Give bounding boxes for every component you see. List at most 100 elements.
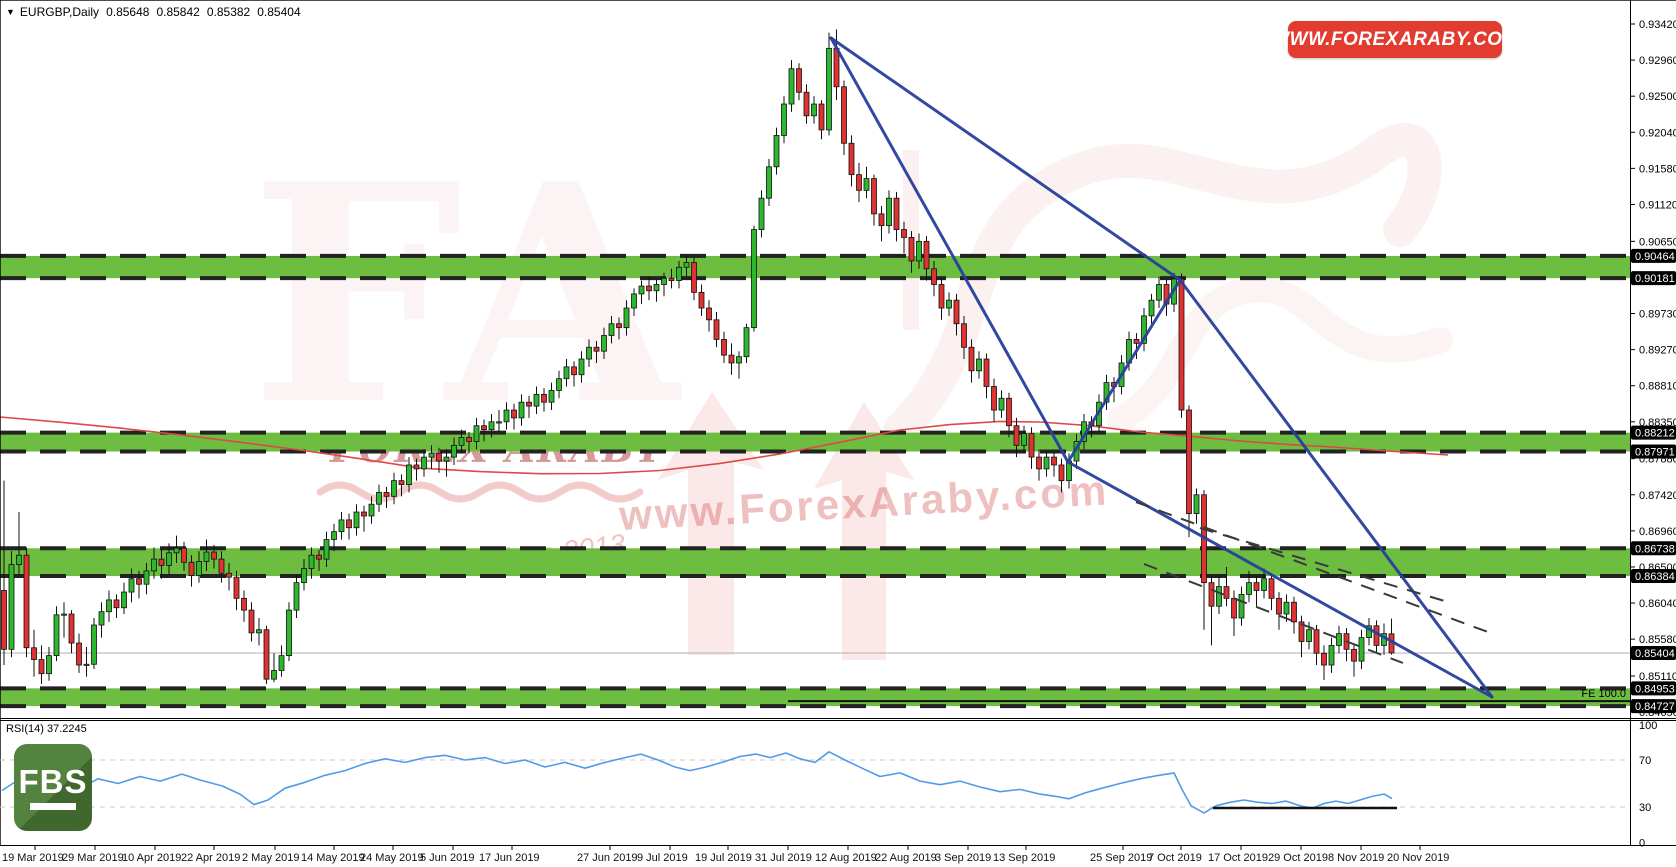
candlestick xyxy=(1298,621,1305,642)
candlestick xyxy=(623,307,630,329)
price-tag xyxy=(1631,444,1676,459)
rsi-axis-label: 0 xyxy=(1639,837,1645,849)
candlestick xyxy=(376,492,382,505)
candlestick xyxy=(1313,629,1320,654)
price-tag xyxy=(1631,271,1676,286)
supply-demand-zone[interactable] xyxy=(0,548,1630,577)
candlestick xyxy=(713,319,720,340)
price-axis-label: 0.92040 xyxy=(1639,127,1676,139)
candlestick xyxy=(1336,633,1342,646)
candlestick xyxy=(691,262,697,293)
candlestick xyxy=(578,358,585,376)
price-axis-label: 0.91120 xyxy=(1639,199,1676,211)
candlestick xyxy=(278,655,285,671)
candlestick xyxy=(1156,284,1162,301)
fe-label: FE 100.0 xyxy=(1581,688,1626,700)
candlestick xyxy=(616,323,622,329)
trend-line[interactable] xyxy=(1066,460,1494,699)
price-tag xyxy=(1631,645,1676,660)
candlestick xyxy=(203,551,210,562)
candlestick xyxy=(781,103,787,136)
candlestick xyxy=(1208,582,1215,607)
price-axis-label: 0.87420 xyxy=(1639,490,1676,502)
price-axis-label: 0.92960 xyxy=(1639,55,1676,67)
candlestick xyxy=(226,572,232,578)
candlestick xyxy=(998,397,1005,411)
fbs-logo: FBS xyxy=(14,744,92,831)
price-tag-label: 0.87971 xyxy=(1635,447,1675,459)
candlestick xyxy=(23,554,30,649)
candlestick xyxy=(511,409,517,419)
candlestick xyxy=(293,582,300,611)
candlestick xyxy=(331,531,337,540)
candlestick xyxy=(1246,582,1252,595)
candlestick xyxy=(653,284,660,292)
candlestick xyxy=(353,511,360,529)
candlestick xyxy=(83,663,90,666)
trend-line[interactable] xyxy=(829,36,1070,464)
candlestick xyxy=(923,240,930,270)
rsi-indicator-label: RSI(14) 37.2245 xyxy=(6,723,87,735)
candlestick xyxy=(68,613,75,644)
zones-layer xyxy=(0,253,1630,709)
channel-dashed-line[interactable] xyxy=(1135,501,1497,636)
candlestick xyxy=(188,561,195,576)
symbol-label: EURGBP,Daily xyxy=(19,5,100,19)
candlestick xyxy=(556,378,562,391)
price-tag xyxy=(1631,541,1676,556)
trend-line[interactable] xyxy=(1066,278,1182,464)
candlestick xyxy=(1306,629,1312,642)
candlestick xyxy=(1283,601,1290,615)
candlestick xyxy=(563,366,570,380)
date-axis-label: 3 Sep 2019 xyxy=(935,852,991,864)
price-axis-label: 0.93420 xyxy=(1639,19,1676,31)
candlestick xyxy=(143,570,150,585)
candlestick xyxy=(346,519,352,529)
date-axis-label: 20 Nov 2019 xyxy=(1387,852,1449,864)
candlestick xyxy=(848,142,855,176)
candlestick xyxy=(308,554,315,569)
candlestick xyxy=(1043,456,1050,470)
candlestick xyxy=(1,590,7,650)
chevron-down-icon[interactable]: ▼ xyxy=(6,7,15,17)
candlestick xyxy=(241,597,247,611)
candlestick xyxy=(128,578,135,593)
candlestick xyxy=(1351,648,1357,662)
channel-dashed-line[interactable] xyxy=(1199,527,1449,603)
candlestick xyxy=(301,568,307,584)
candlestick xyxy=(811,103,817,117)
candlestick xyxy=(1036,456,1042,470)
rsi-line xyxy=(1,750,1393,814)
candlestick xyxy=(1013,425,1020,446)
trend-line[interactable] xyxy=(1178,278,1494,699)
supply-demand-zone[interactable] xyxy=(0,432,1630,452)
candlestick xyxy=(98,611,105,626)
candlestick xyxy=(481,425,487,431)
price-tag xyxy=(1631,699,1676,714)
supply-demand-zone[interactable] xyxy=(0,688,1630,707)
fbs-logo-underline xyxy=(30,803,76,810)
candlestick xyxy=(931,268,937,285)
candlestick xyxy=(878,213,885,227)
candlestick xyxy=(548,390,555,403)
date-axis-label: 19 Jul 2019 xyxy=(695,852,752,864)
candlestick xyxy=(181,547,187,563)
candlestick xyxy=(938,284,945,309)
price-axis-label: 0.91580 xyxy=(1639,163,1676,175)
trend-line[interactable] xyxy=(829,36,1182,282)
candlestick xyxy=(271,670,277,680)
candlestick xyxy=(863,178,870,191)
rsi-panel: 100 70 30 0 xyxy=(0,720,1657,849)
watermark-arrow-up-2 xyxy=(814,402,914,660)
candlestick xyxy=(1006,397,1012,427)
candlestick xyxy=(893,197,900,230)
supply-demand-zone[interactable] xyxy=(0,255,1630,279)
candlestick xyxy=(211,551,217,560)
candlestick xyxy=(1276,597,1282,615)
candlestick xyxy=(421,456,427,470)
candlestick xyxy=(803,91,810,117)
candlestick xyxy=(383,492,390,497)
candlestick xyxy=(968,346,975,372)
date-axis-label: 29 Mar 2019 xyxy=(62,852,124,864)
